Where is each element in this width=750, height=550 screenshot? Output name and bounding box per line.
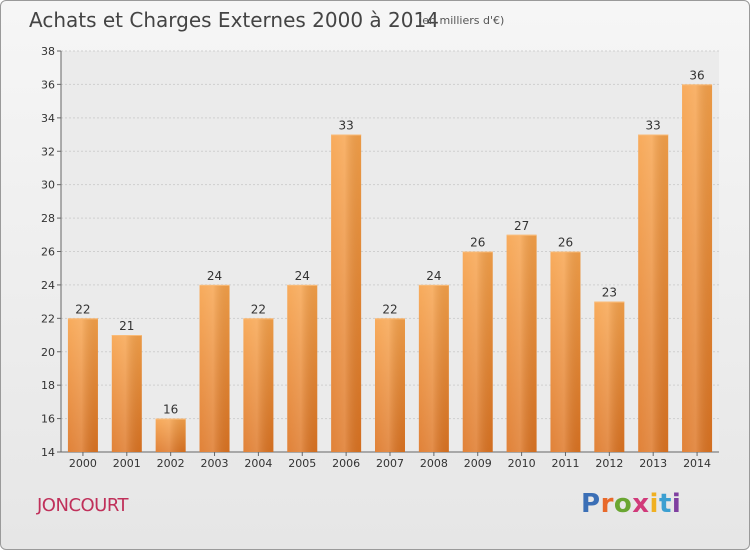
x-tick-label: 2006 bbox=[332, 457, 360, 470]
bar-value-label: 24 bbox=[295, 269, 310, 283]
bar-value-label: 26 bbox=[470, 236, 485, 250]
commune-name: JONCOURT bbox=[37, 495, 129, 516]
logo-letter: i bbox=[649, 489, 659, 519]
chart-unit: (en milliers d'€) bbox=[418, 14, 505, 27]
bar-shine bbox=[331, 134, 362, 452]
bar-value-label: 22 bbox=[75, 302, 90, 316]
bar-value-label: 22 bbox=[251, 302, 266, 316]
bar-shine bbox=[462, 251, 493, 452]
y-tick-label: 22 bbox=[41, 312, 55, 325]
x-tick-label: 2011 bbox=[551, 457, 579, 470]
bar-value-label: 22 bbox=[382, 302, 397, 316]
bar-shine bbox=[199, 284, 230, 452]
bar-shine bbox=[594, 301, 625, 452]
logo-letter: x bbox=[632, 489, 650, 519]
y-tick-label: 20 bbox=[41, 346, 55, 359]
x-tick-label: 2001 bbox=[113, 457, 141, 470]
bar-shine bbox=[375, 318, 405, 452]
bar-value-label: 33 bbox=[338, 119, 353, 133]
chart-title: Achats et Charges Externes 2000 à 2014 bbox=[29, 8, 439, 32]
bar-shine bbox=[638, 134, 669, 452]
y-tick-label: 34 bbox=[41, 112, 55, 125]
bar-shine bbox=[155, 418, 186, 452]
x-tick-label: 2012 bbox=[595, 457, 623, 470]
x-tick-label: 2008 bbox=[420, 457, 448, 470]
x-tick-label: 2004 bbox=[244, 457, 272, 470]
y-tick-label: 26 bbox=[41, 246, 55, 259]
bar-shine bbox=[682, 84, 713, 453]
bar-shine bbox=[287, 284, 318, 452]
x-tick-label: 2002 bbox=[157, 457, 185, 470]
y-tick-label: 16 bbox=[41, 413, 55, 426]
x-tick-label: 2007 bbox=[376, 457, 404, 470]
y-tick-label: 18 bbox=[41, 379, 55, 392]
y-tick-label: 32 bbox=[41, 145, 55, 158]
bar-value-label: 16 bbox=[163, 403, 178, 417]
logo-letter: i bbox=[671, 489, 682, 519]
logo-letter: o bbox=[613, 489, 633, 519]
bar-value-label: 23 bbox=[602, 286, 617, 300]
x-tick-label: 2009 bbox=[464, 457, 492, 470]
bar-value-label: 36 bbox=[689, 68, 704, 82]
bar-shine bbox=[243, 318, 274, 452]
logo-letter: P bbox=[581, 489, 601, 519]
y-tick-label: 38 bbox=[41, 45, 55, 58]
bar-value-label: 27 bbox=[514, 219, 529, 233]
bar-value-label: 26 bbox=[558, 236, 573, 250]
bar-shine bbox=[506, 234, 537, 452]
bar-shine bbox=[418, 284, 449, 452]
x-tick-label: 2014 bbox=[683, 457, 711, 470]
y-tick-label: 24 bbox=[41, 279, 55, 292]
x-tick-label: 2010 bbox=[508, 457, 536, 470]
logo-letter: r bbox=[600, 489, 614, 519]
y-tick-label: 14 bbox=[41, 446, 55, 459]
proxiti-logo: Proxiti bbox=[581, 489, 681, 519]
bar-value-label: 33 bbox=[646, 119, 661, 133]
y-tick-label: 28 bbox=[41, 212, 55, 225]
bar-shine bbox=[550, 251, 581, 452]
bar-value-label: 21 bbox=[119, 319, 134, 333]
bar-value-label: 24 bbox=[426, 269, 441, 283]
y-tick-label: 30 bbox=[41, 179, 55, 192]
x-tick-label: 2005 bbox=[288, 457, 316, 470]
y-tick-label: 36 bbox=[41, 78, 55, 91]
x-tick-label: 2013 bbox=[639, 457, 667, 470]
x-tick-label: 2003 bbox=[201, 457, 229, 470]
bar-value-label: 24 bbox=[207, 269, 222, 283]
bar-shine bbox=[111, 335, 142, 452]
bar-shine bbox=[67, 318, 98, 452]
x-tick-label: 2000 bbox=[69, 457, 97, 470]
logo-letter: t bbox=[658, 489, 672, 519]
